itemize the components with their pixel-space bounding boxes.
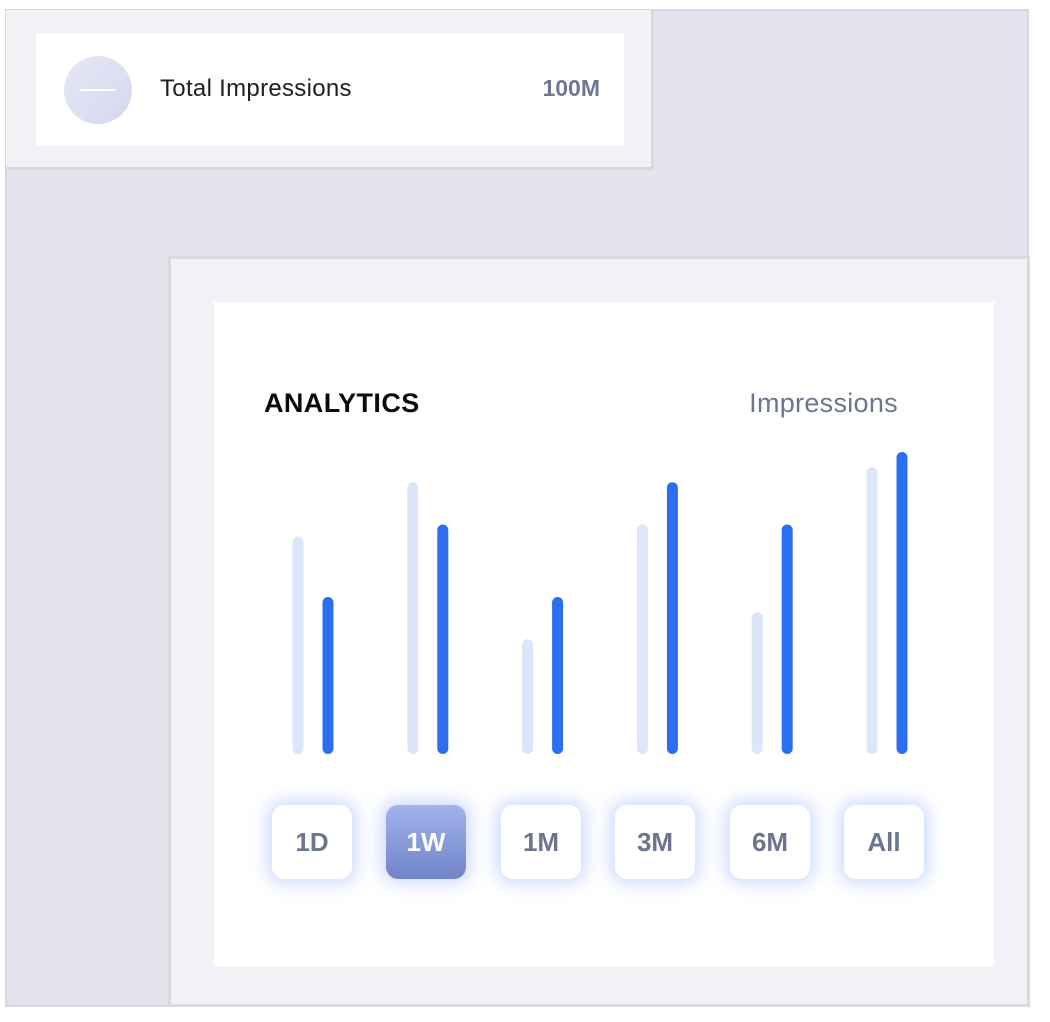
- bar-1w-series-1: [407, 482, 419, 754]
- bar-1d-series-1: [292, 536, 304, 754]
- analytics-card: ANALYTICS Impressions 1D 1W 1M 3M 6M All: [214, 302, 994, 966]
- bar-6m-series-2: [781, 524, 793, 754]
- stat-label: Total Impressions: [160, 75, 352, 102]
- bar-1m-series-1: [522, 639, 534, 754]
- bar-3m-series-1: [636, 524, 648, 754]
- bar-3m-series-2: [666, 482, 678, 754]
- bar-all-series-2: [896, 452, 908, 754]
- range-button-6m[interactable]: 6M: [730, 805, 810, 879]
- series-label: Impressions: [749, 388, 898, 418]
- bar-chart: [292, 452, 908, 754]
- minus-icon: [64, 56, 132, 124]
- range-button-1w[interactable]: 1W: [386, 805, 466, 879]
- time-range-selector: 1D 1W 1M 3M 6M All: [272, 805, 932, 885]
- range-button-1d[interactable]: 1D: [272, 805, 352, 879]
- bar-1m-series-2: [552, 596, 564, 754]
- bar-6m-series-1: [751, 612, 763, 754]
- bar-all-series-1: [866, 467, 878, 754]
- total-impressions-card: Total Impressions 100M: [36, 34, 624, 146]
- bar-1w-series-2: [437, 524, 449, 754]
- range-button-1m[interactable]: 1M: [501, 805, 581, 879]
- chart-title: ANALYTICS: [264, 388, 420, 418]
- range-button-3m[interactable]: 3M: [615, 805, 695, 879]
- stat-value: 100M: [542, 75, 600, 101]
- analytics-panel-frame: ANALYTICS Impressions 1D 1W 1M 3M 6M All: [168, 256, 1030, 1007]
- range-button-all[interactable]: All: [844, 805, 924, 879]
- stat-card-frame: Total Impressions 100M: [6, 10, 654, 170]
- bar-1d-series-2: [322, 596, 334, 754]
